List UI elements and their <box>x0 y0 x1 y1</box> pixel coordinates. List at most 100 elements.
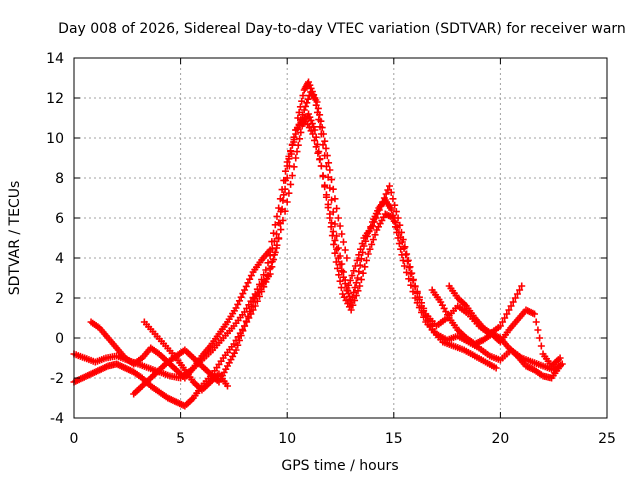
data-point <box>335 271 343 279</box>
data-point <box>345 281 353 289</box>
data-point <box>302 102 310 110</box>
data-point <box>531 310 539 318</box>
data-point <box>374 210 382 218</box>
data-point <box>298 97 306 105</box>
data-point <box>285 155 293 163</box>
data-point <box>314 104 322 112</box>
y-tick-label: 14 <box>46 51 64 67</box>
data-point <box>321 181 329 189</box>
data-point <box>326 210 334 218</box>
data-point <box>350 267 358 275</box>
data-point <box>509 298 517 306</box>
data-point <box>404 256 412 264</box>
data-point <box>357 245 365 253</box>
data-point <box>270 229 278 237</box>
y-tick-label: 2 <box>55 291 64 307</box>
data-point <box>366 245 374 253</box>
data-point <box>371 231 379 239</box>
data-point <box>224 382 232 390</box>
data-point <box>411 282 419 290</box>
data-point <box>239 290 247 298</box>
data-point <box>242 282 250 290</box>
y-tick-label: 12 <box>46 91 64 107</box>
data-point <box>290 163 298 171</box>
data-point <box>271 221 279 229</box>
data-point <box>358 240 366 248</box>
data-point <box>318 124 326 132</box>
data-point <box>237 293 245 301</box>
data-point <box>275 234 283 242</box>
data-point <box>319 130 327 138</box>
data-point <box>262 266 270 274</box>
data-point <box>232 304 240 312</box>
data-point <box>356 282 364 290</box>
data-point <box>309 130 317 138</box>
y-tick-label: 10 <box>46 131 64 147</box>
data-point <box>336 222 344 230</box>
series-track-7 <box>445 282 564 370</box>
x-tick-label: 10 <box>278 431 296 447</box>
data-point <box>386 182 394 190</box>
data-point <box>405 275 413 283</box>
series-track-3 <box>87 88 351 382</box>
data-point <box>331 236 339 244</box>
data-point <box>246 275 254 283</box>
data-point <box>304 95 312 103</box>
data-point <box>293 148 301 156</box>
data-point <box>516 286 524 294</box>
data-point <box>328 176 336 184</box>
data-point <box>288 140 296 148</box>
data-point <box>328 232 336 240</box>
data-point <box>499 318 507 326</box>
y-axis-label: SDTVAR / TECUs <box>7 181 23 296</box>
data-point <box>235 336 243 344</box>
data-point <box>234 300 242 308</box>
data-point <box>518 282 526 290</box>
data-point <box>413 288 421 296</box>
data-point <box>271 248 279 256</box>
y-tick-label: 4 <box>55 251 64 267</box>
data-point <box>290 133 298 141</box>
data-point <box>406 263 414 271</box>
data-point <box>300 106 308 114</box>
data-point <box>310 136 318 144</box>
data-point <box>287 148 295 156</box>
data-point <box>408 269 416 277</box>
data-point <box>409 276 417 284</box>
data-point <box>492 364 500 372</box>
data-point <box>351 296 359 304</box>
data-point <box>333 245 341 253</box>
data-point <box>331 220 339 228</box>
data-point <box>372 214 380 222</box>
data-point <box>287 180 295 188</box>
data-point <box>232 346 240 354</box>
data-point <box>337 284 345 292</box>
data-point <box>380 194 388 202</box>
data-point <box>331 249 339 257</box>
data-point <box>278 186 286 194</box>
data-point <box>281 176 289 184</box>
data-point <box>338 267 346 275</box>
data-point <box>377 202 385 210</box>
data-point <box>334 254 342 262</box>
data-point <box>348 272 356 280</box>
data-point <box>297 128 305 136</box>
data-point <box>285 189 293 197</box>
data-point <box>396 221 404 229</box>
data-point <box>273 241 281 249</box>
data-point <box>403 250 411 258</box>
data-point <box>418 299 426 307</box>
data-point <box>321 137 329 145</box>
data-point <box>303 99 311 107</box>
data-point <box>346 276 354 284</box>
data-point <box>392 208 400 216</box>
x-tick-label: 15 <box>385 431 403 447</box>
data-point <box>333 204 341 212</box>
data-point <box>505 306 513 314</box>
data-point <box>322 191 330 199</box>
data-point <box>268 263 276 271</box>
data-point <box>392 219 400 227</box>
data-point <box>281 167 289 175</box>
data-point <box>306 81 314 89</box>
data-point <box>241 322 249 330</box>
